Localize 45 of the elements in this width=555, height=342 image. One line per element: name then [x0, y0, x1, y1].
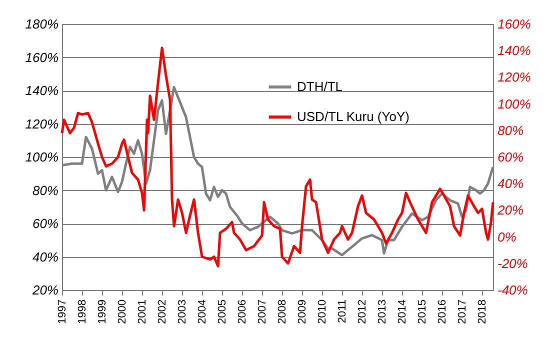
y2-tick-label: 60% [498, 150, 524, 164]
y-tick-label: 120% [25, 116, 58, 132]
y2-tick-label: 140% [498, 43, 531, 58]
x-tick-label: 2009 [296, 300, 308, 324]
x-tick-label: 2002 [156, 300, 168, 324]
x-tick-label: 2014 [396, 300, 408, 324]
x-tick-label: 1999 [96, 300, 108, 324]
y-tick-label: 100% [25, 150, 58, 164]
x-tick-label: 2004 [196, 300, 208, 324]
x-tick-label: 2008 [276, 300, 288, 324]
y-tick-label: 160% [25, 50, 58, 65]
x-tick-label: 2003 [176, 300, 188, 324]
x-tick-label: 2010 [316, 300, 328, 324]
legend-label: DTH/TL [297, 79, 342, 94]
x-tick-label: 2011 [336, 300, 348, 324]
y2-tick-label: 0% [498, 229, 516, 244]
x-tick-label: 2018 [476, 300, 488, 324]
x-tick-label: 2013 [376, 300, 388, 324]
x-tick-label: 2006 [236, 300, 248, 324]
y2-tick-label: 120% [498, 70, 531, 85]
x-tick-label: 2000 [116, 300, 128, 324]
x-tick-label: 2017 [456, 300, 468, 324]
x-tick-label: 1997 [56, 300, 68, 324]
y-tick-label: 40% [32, 249, 58, 264]
legend-label: USD/TL Kuru (YoY) [297, 109, 410, 124]
y2-tick-label: -20% [498, 256, 528, 271]
x-tick-label: 2001 [136, 300, 148, 324]
x-tick-label: 2005 [216, 300, 228, 324]
y2-tick-label: 160% [498, 16, 531, 32]
y-tick-label: 60% [32, 216, 58, 231]
y2-tick-label: 100% [498, 96, 531, 112]
x-tick-label: 2007 [256, 300, 268, 324]
y2-tick-label: -40% [498, 282, 528, 298]
x-tick-label: 2016 [436, 300, 448, 324]
y-tick-label: 20% [31, 282, 58, 298]
x-tick-label: 2012 [356, 300, 368, 324]
y2-tick-label: 80% [498, 122, 524, 138]
y-tick-label: 140% [25, 83, 58, 98]
x-tick-label: 2015 [416, 300, 428, 324]
y2-tick-label: 40% [498, 176, 524, 192]
y-tick-label: 80% [32, 182, 58, 198]
y-tick-label: 180% [25, 16, 58, 32]
y2-tick-label: 20% [496, 202, 524, 218]
line-series [60, 46, 494, 268]
x-tick-label: 1998 [76, 300, 88, 324]
